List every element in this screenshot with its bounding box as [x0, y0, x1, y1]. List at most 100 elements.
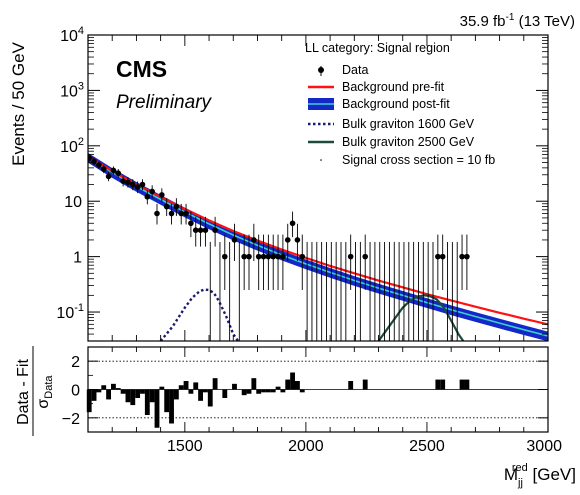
pull-bar — [111, 383, 116, 390]
pull-bar — [183, 381, 189, 390]
pull-bar — [348, 381, 354, 390]
data-point — [251, 223, 257, 261]
legend-label-grav2500: Bulk graviton 2500 GeV — [342, 135, 475, 149]
ratio-y-axis: −2 0 2 — [62, 346, 548, 433]
data-point — [91, 158, 97, 166]
pull-bar — [164, 389, 170, 413]
data-point — [231, 223, 238, 261]
ratio-y-label-den: σData — [35, 375, 55, 409]
pull-bars — [86, 372, 470, 428]
legend-entry-bkg-prefit: Background pre-fit — [308, 80, 445, 94]
pull-bar — [290, 372, 295, 390]
pull-bar — [222, 389, 228, 398]
pull-bar — [149, 389, 155, 403]
pull-bar — [125, 389, 131, 403]
data-point — [120, 176, 126, 187]
pull-bar — [115, 388, 121, 390]
bkg-prefit-line — [88, 155, 548, 326]
data-point — [100, 165, 107, 174]
data-point — [202, 216, 209, 247]
data-point — [168, 203, 175, 225]
data-point — [197, 216, 204, 247]
pull-bar — [459, 379, 465, 390]
x-tick-label: 1500 — [167, 438, 203, 455]
data-point — [139, 179, 146, 191]
legend-entry-grav2500: Bulk graviton 2500 GeV — [308, 135, 475, 149]
pull-bar — [154, 389, 160, 428]
data-point — [183, 203, 189, 225]
ratio-y-label: Data - Fit σData — [15, 346, 55, 436]
x-axis-label: Mjjred [GeV] — [504, 462, 576, 489]
data-point — [188, 211, 194, 238]
pull-bar — [140, 389, 145, 394]
pull-bar — [246, 389, 252, 394]
data-point — [129, 179, 136, 191]
bkg-postfit-band-area — [88, 152, 548, 341]
x-tick-label: 2500 — [409, 438, 445, 455]
pull-bar — [261, 389, 266, 393]
pull-bar — [169, 389, 174, 424]
pull-bar — [207, 389, 213, 407]
pull-bar — [203, 389, 208, 393]
data-points — [88, 155, 470, 341]
data-point — [435, 234, 441, 290]
main-y-axis: 10-1 1 10 102 103 104 — [56, 25, 548, 335]
legend-label-xsec: Signal cross section = 10 fb — [342, 153, 495, 167]
pull-bar — [159, 386, 165, 390]
data-point — [362, 234, 369, 290]
data-point — [134, 181, 141, 194]
data-point — [280, 234, 286, 290]
pull-bar — [193, 382, 199, 390]
legend-entry-data: Data — [318, 63, 368, 77]
pull-bar — [101, 385, 107, 390]
main-y-label: Events / 50 GeV — [9, 41, 28, 165]
lumi-label: 35.9 fb-1 (13 TeV) — [460, 12, 575, 30]
main-x-axis — [87, 35, 549, 341]
pull-bar — [91, 389, 97, 401]
cms-label: CMS — [116, 56, 167, 82]
legend-entry-grav1600: Bulk graviton 1600 GeV — [308, 117, 475, 131]
legend-label-bkg-prefit: Background pre-fit — [342, 80, 445, 94]
data-point — [255, 234, 262, 290]
pull-bar — [144, 389, 150, 415]
data-point — [125, 177, 131, 188]
data-point — [260, 234, 267, 290]
y-tick-label: 104 — [60, 25, 84, 45]
pull-bar — [280, 389, 286, 393]
legend-entry-xsec: Signal cross section = 10 fb — [320, 153, 495, 167]
data-point — [192, 216, 199, 247]
pull-bar — [275, 386, 281, 390]
pull-bar — [251, 378, 257, 390]
legend: LL category: Signal region Data Backgrou… — [305, 41, 495, 167]
pull-bar — [299, 389, 305, 393]
ratio-x-axis: 1500 2000 2500 3000 — [87, 347, 562, 455]
y-tick-label: 10-1 — [56, 302, 84, 322]
pull-bar — [130, 389, 136, 406]
legend-label-data: Data — [342, 63, 368, 77]
data-point — [289, 211, 296, 238]
data-point — [173, 198, 180, 216]
x-tick-label: 3000 — [526, 438, 562, 455]
data-point — [159, 188, 165, 203]
ratio-y-tick-label: 2 — [71, 354, 80, 371]
pull-bar — [295, 381, 300, 390]
grav1600-line — [159, 288, 240, 341]
data-point — [163, 198, 170, 216]
pull-bar — [96, 389, 102, 393]
bkg-postfit-central-line — [88, 156, 548, 337]
pull-bar — [178, 385, 184, 390]
pull-bar — [120, 389, 126, 394]
data-point — [439, 234, 446, 290]
data-point — [105, 171, 112, 182]
pull-bar — [86, 389, 92, 413]
pull-bar — [464, 379, 470, 390]
pull-bar — [285, 379, 291, 390]
data-point — [144, 189, 151, 205]
pull-bar — [362, 379, 368, 390]
pull-bar — [188, 389, 194, 394]
pull-bar — [135, 389, 141, 398]
data-point — [115, 168, 122, 178]
data-point — [284, 223, 291, 261]
